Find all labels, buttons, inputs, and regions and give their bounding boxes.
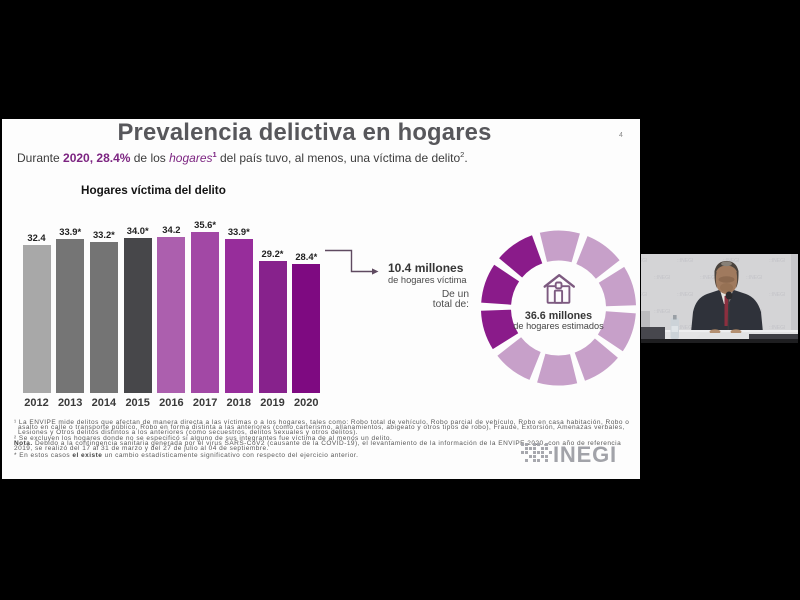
svg-text:::INEGI: ::INEGI (769, 258, 785, 264)
svg-text:::INEGI: ::INEGI (746, 275, 762, 281)
svg-text:::INEGI: ::INEGI (677, 258, 693, 264)
svg-text:::INEGI: ::INEGI (769, 325, 785, 331)
svg-text:::INEGI: ::INEGI (723, 258, 739, 264)
svg-text:::INEGI: ::INEGI (641, 258, 647, 264)
svg-text:::INEGI: ::INEGI (677, 292, 693, 298)
svg-text:::INEGI: ::INEGI (641, 292, 647, 298)
svg-text:::INEGI: ::INEGI (677, 325, 693, 331)
svg-text:INEGI: INEGI (553, 443, 617, 467)
svg-text:::INEGI: ::INEGI (654, 275, 670, 281)
svg-text:::INEGI: ::INEGI (700, 275, 716, 281)
svg-text:::INEGI: ::INEGI (654, 309, 670, 315)
svg-text:::INEGI: ::INEGI (769, 292, 785, 298)
